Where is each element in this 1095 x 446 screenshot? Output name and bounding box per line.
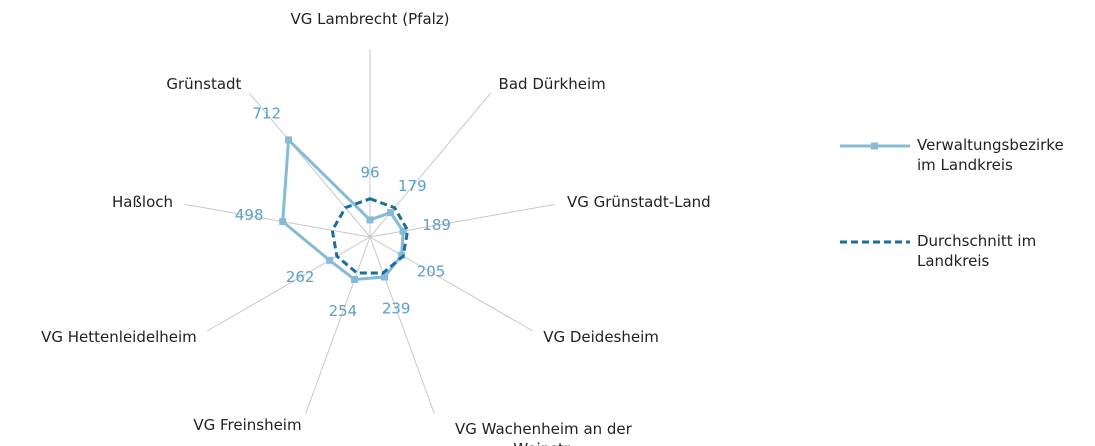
category-label: Grünstadt: [166, 74, 242, 93]
point: [279, 218, 287, 226]
point: [326, 256, 334, 264]
point: [398, 251, 406, 259]
value-label: 262: [286, 268, 315, 286]
spoke: [206, 236, 371, 332]
legend-label: Verwaltungsbezirke im Landkreis: [917, 136, 1064, 174]
category-label: VG Hettenleidelheim: [41, 328, 197, 346]
series: [279, 136, 407, 283]
point: [285, 136, 293, 144]
series-line: [330, 197, 410, 275]
series: [330, 197, 410, 275]
category-label: VG Freinsheim: [193, 415, 302, 434]
category-label: Haßloch: [112, 193, 174, 212]
value-label: 498: [235, 206, 264, 224]
point: [351, 275, 359, 283]
value-label: 254: [329, 302, 358, 320]
point: [366, 216, 374, 224]
value-label: 189: [422, 216, 451, 234]
category-label: VG Deidesheim: [543, 328, 659, 346]
point: [381, 273, 389, 281]
value-label: 205: [417, 263, 446, 281]
spoke: [305, 236, 371, 414]
legend-marker: [871, 142, 878, 150]
point: [399, 227, 407, 235]
value-label: 179: [398, 177, 427, 195]
category-label: VG Wachenheim an der Weinstr.: [454, 419, 632, 446]
spoke: [369, 236, 435, 414]
category-label: Bad Dürkheim: [498, 74, 606, 93]
legend-label: Durchschnitt im Landkreis: [917, 232, 1037, 270]
spoke: [184, 203, 371, 238]
spoke: [369, 236, 534, 332]
category-label: VG Grünstadt-Land: [566, 193, 711, 212]
value-label: 96: [360, 164, 379, 182]
spoke: [248, 92, 371, 238]
point: [386, 209, 394, 217]
value-label: 712: [252, 104, 281, 122]
category-label: VG Lambrecht (Pfalz): [290, 10, 450, 28]
value-label: 239: [382, 299, 411, 317]
series-line: [281, 136, 405, 282]
